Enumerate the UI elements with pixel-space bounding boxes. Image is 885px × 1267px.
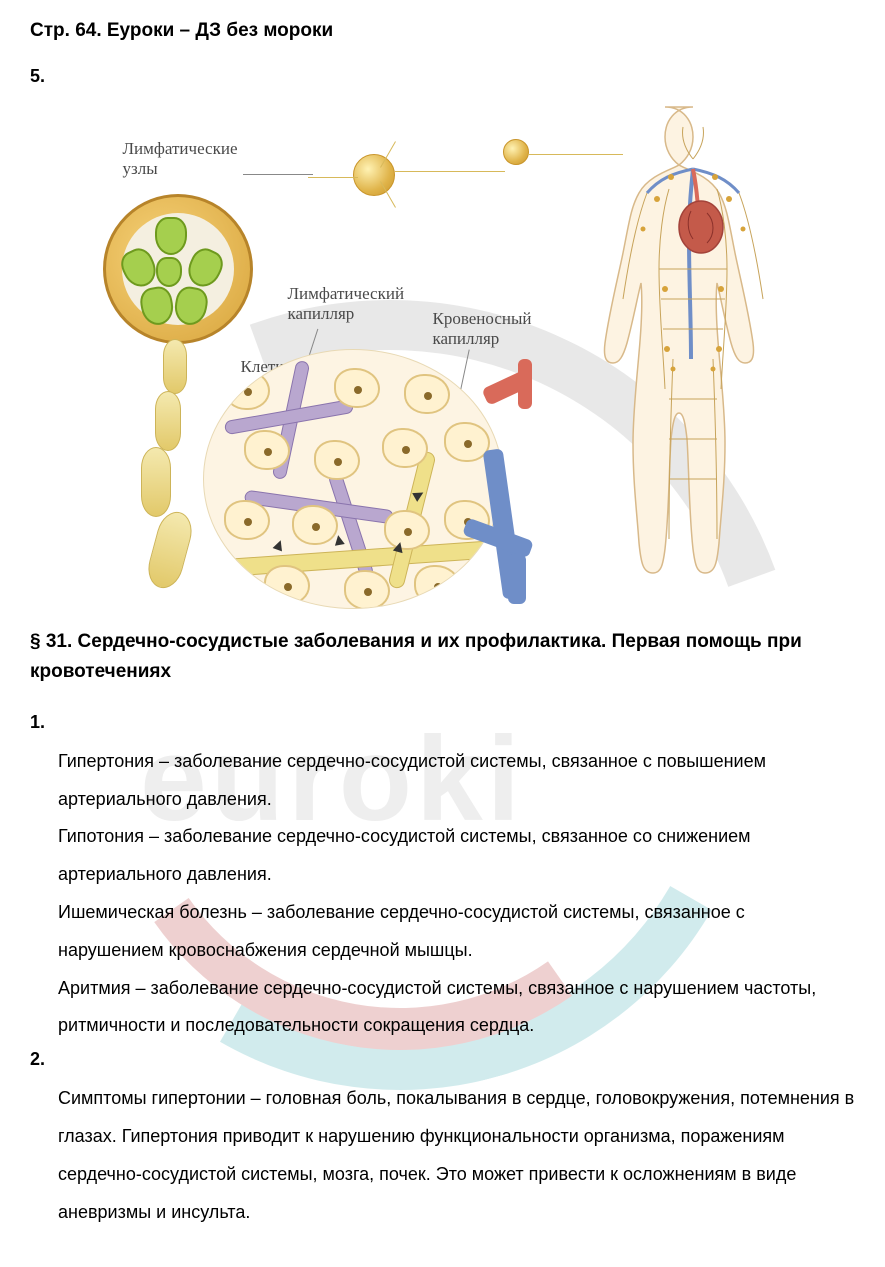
body-outline xyxy=(604,107,753,573)
answer-1: 1. Гипертония – заболевание сердечно-сос… xyxy=(30,712,855,1045)
lymph-node-small xyxy=(353,154,395,196)
human-body-figure xyxy=(573,99,813,579)
paragraph: Аритмия – заболевание сердечно-сосудисто… xyxy=(58,970,855,1046)
lymph-vessel-segment xyxy=(163,339,187,394)
follicle xyxy=(156,257,182,287)
flow-arrow xyxy=(333,534,345,546)
tissue-cell xyxy=(404,374,450,414)
question-number-5: 5. xyxy=(30,66,855,87)
section-heading: § 31. Сердечно-сосудистые заболевания и … xyxy=(30,627,855,688)
paragraph: Симптомы гипертонии – головная боль, пок… xyxy=(58,1080,855,1231)
arteriole xyxy=(518,359,532,409)
page-header: Стр. 64. Еуроки – ДЗ без мороки xyxy=(30,20,855,42)
tissue-cell xyxy=(244,430,290,470)
tissue-cell xyxy=(224,370,270,410)
lymph-strand xyxy=(308,177,358,178)
paragraph: Ишемическая болезнь – заболевание сердеч… xyxy=(58,894,855,970)
answer-text: Гипертония – заболевание сердечно-сосуди… xyxy=(58,743,855,1045)
lymphatic-system-diagram: Лимфатические узлы Лимфатический капилля… xyxy=(63,99,823,599)
leader-line xyxy=(243,174,313,175)
tissue-cell xyxy=(384,510,430,550)
answer-number: 1. xyxy=(30,712,855,733)
label-lymph-nodes: Лимфатические узлы xyxy=(123,139,238,178)
label-blood-capillary: Кровеносный капилляр xyxy=(433,309,532,348)
answer-2: 2. Симптомы гипертонии – головная боль, … xyxy=(30,1049,855,1231)
tissue-cell xyxy=(334,368,380,408)
lymph-vessel-segment xyxy=(141,447,171,517)
paragraph: Гипотония – заболевание сердечно-сосудис… xyxy=(58,818,855,894)
venule xyxy=(508,554,526,604)
tissue-cell xyxy=(224,500,270,540)
tissue-field xyxy=(203,349,503,609)
tissue-cell xyxy=(292,505,338,545)
follicle xyxy=(155,217,187,255)
tissue-cell xyxy=(414,565,460,605)
lymph-vessel-segment xyxy=(155,391,181,451)
tissue-cell xyxy=(382,428,428,468)
lymph-strand xyxy=(395,171,505,172)
heart-icon xyxy=(679,201,723,253)
lymph-node-small xyxy=(503,139,529,165)
answer-text: Симптомы гипертонии – головная боль, пок… xyxy=(58,1080,855,1231)
flow-arrow xyxy=(272,539,285,552)
tissue-cell xyxy=(314,440,360,480)
label-lymph-capillary: Лимфатический капилляр xyxy=(288,284,405,323)
answer-number: 2. xyxy=(30,1049,855,1070)
paragraph: Гипертония – заболевание сердечно-сосуди… xyxy=(58,743,855,819)
body-svg xyxy=(573,99,813,579)
tissue-cell xyxy=(264,565,310,605)
tissue-cell xyxy=(344,570,390,609)
lymph-vessel-segment xyxy=(143,508,196,592)
